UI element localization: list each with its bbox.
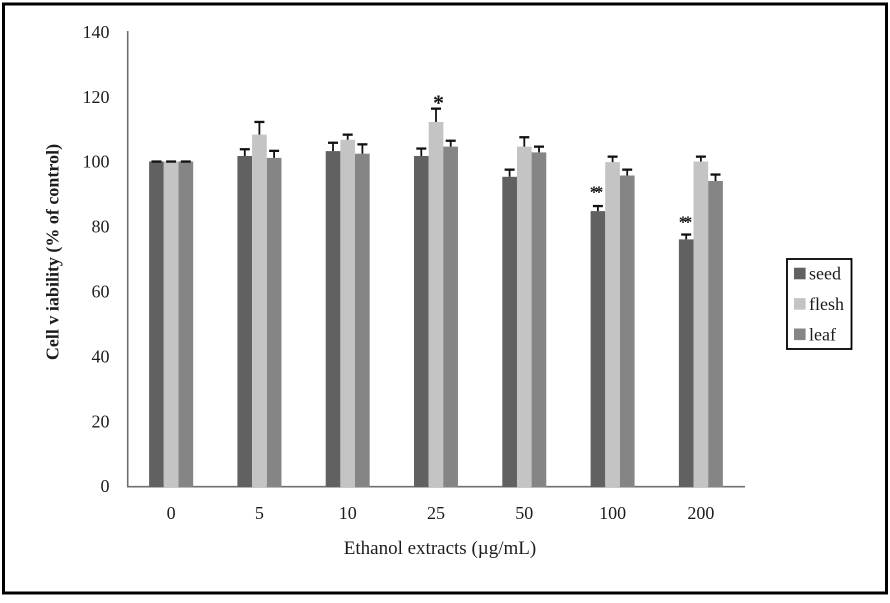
svg-text:leaf: leaf — [809, 324, 836, 344]
svg-text:80: 80 — [92, 217, 110, 237]
svg-text:0: 0 — [101, 476, 110, 496]
svg-text:120: 120 — [83, 87, 110, 107]
svg-text:140: 140 — [83, 22, 110, 42]
svg-text:Cell v iability (% of control): Cell v iability (% of control) — [43, 144, 64, 360]
svg-text:50: 50 — [515, 503, 533, 523]
svg-text:40: 40 — [92, 346, 110, 366]
svg-text:100: 100 — [599, 503, 626, 523]
svg-text:seed: seed — [809, 264, 841, 284]
svg-text:0: 0 — [167, 503, 176, 523]
svg-text:100: 100 — [83, 152, 110, 172]
svg-text:5: 5 — [255, 503, 264, 523]
svg-text:25: 25 — [427, 503, 445, 523]
svg-text:10: 10 — [339, 503, 357, 523]
svg-text:20: 20 — [92, 411, 110, 431]
svg-text:60: 60 — [92, 282, 110, 302]
svg-text:flesh: flesh — [809, 294, 844, 314]
svg-text:*: * — [433, 90, 444, 115]
svg-text:Ethanol extracts (µg/mL): Ethanol extracts (µg/mL) — [344, 538, 536, 559]
svg-text:200: 200 — [687, 503, 714, 523]
